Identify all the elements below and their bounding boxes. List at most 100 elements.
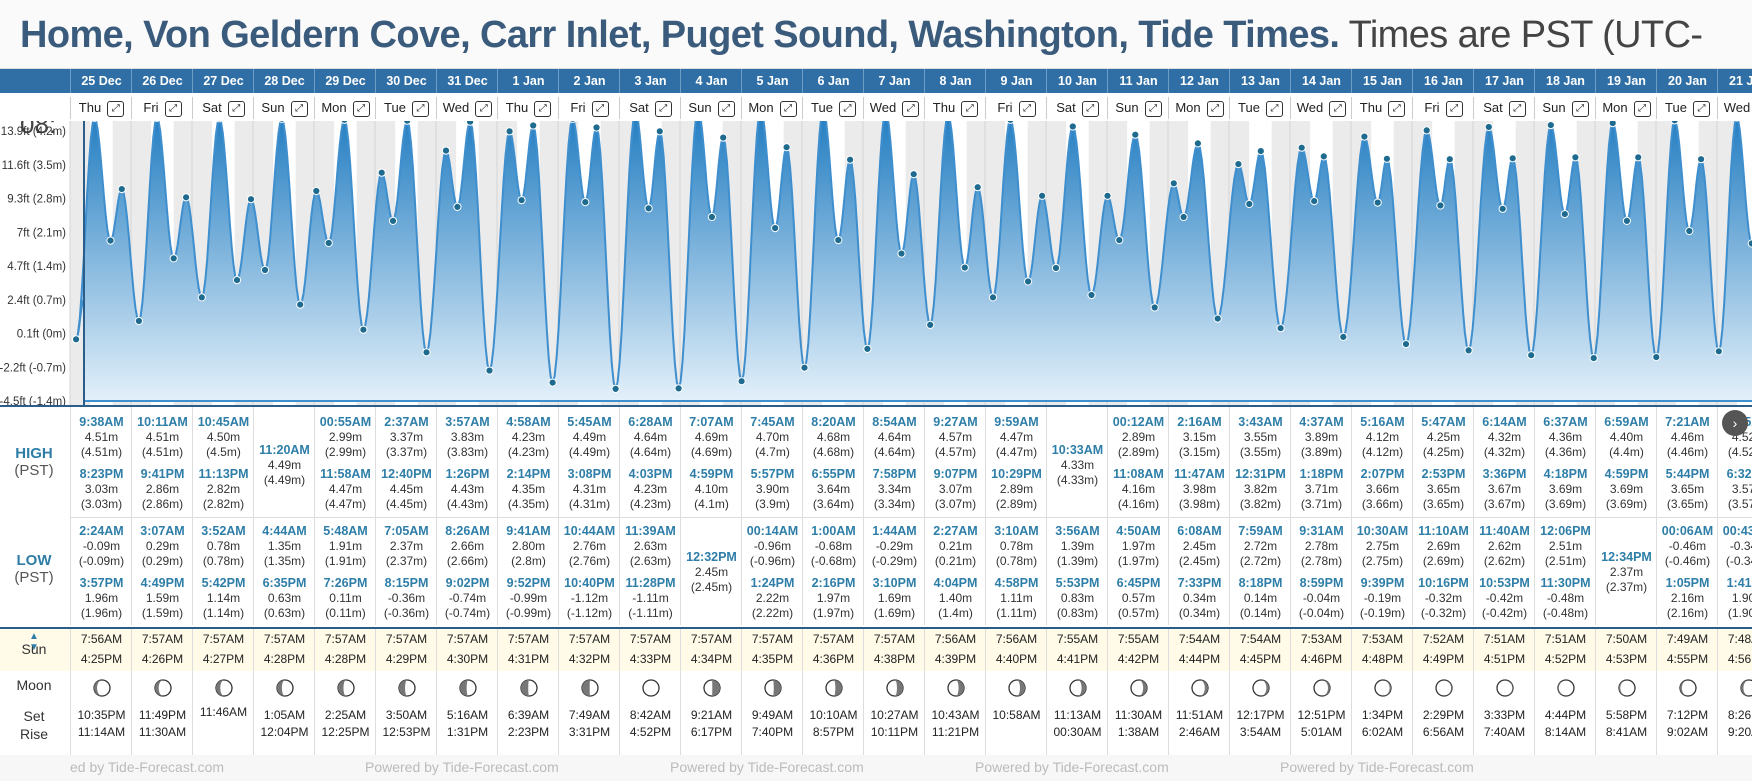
expand-day-icon[interactable]: ⤢	[1329, 100, 1347, 117]
sunrise-time: 7:53AM	[1300, 632, 1343, 646]
date-cell: 11 Jan	[1107, 69, 1169, 93]
expand-day-icon[interactable]: ⤢	[1388, 100, 1406, 117]
expand-day-icon[interactable]: ⤢	[1445, 100, 1463, 117]
expand-day-icon[interactable]: ⤢	[779, 100, 797, 117]
expand-day-icon[interactable]: ⤢	[838, 100, 856, 117]
expand-day-icon[interactable]: ⤢	[227, 100, 245, 117]
tide-height-metric: (2.86m)	[141, 497, 184, 511]
expand-day-icon[interactable]: ⤢	[534, 100, 552, 117]
high-tide-entry: 4:58AM 4.23m (4.23m)	[497, 415, 559, 460]
footer-credit[interactable]: Powered by Tide-Forecast.com	[365, 759, 559, 775]
tide-time: 3:08PM	[567, 467, 612, 481]
tide-height-metric: (0.78m)	[202, 554, 245, 568]
tide-time: 8:26AM	[445, 524, 490, 538]
tide-time: 00:55AM	[319, 415, 372, 429]
expand-day-icon[interactable]: ⤢	[1265, 100, 1283, 117]
moonrise-time: 7:40PM	[751, 725, 794, 739]
expand-day-icon[interactable]: ⤢	[1206, 100, 1224, 117]
weekday-label: Mon	[1175, 100, 1201, 115]
sunrise-time: 7:57AM	[141, 632, 184, 646]
low-tide-entry: 6:45PM 0.57m (0.57m)	[1107, 576, 1169, 621]
expand-day-icon[interactable]: ⤢	[1144, 100, 1162, 117]
moonrise-time: 2:23PM	[507, 725, 550, 739]
tide-extreme-point	[719, 133, 728, 142]
moonset-time: 10:35PM	[77, 708, 126, 722]
tide-time: 8:15PM	[384, 576, 429, 590]
expand-day-icon[interactable]: ⤢	[591, 100, 609, 117]
sunrise-time: 7:57AM	[751, 632, 794, 646]
moonrise-time: 8:41AM	[1605, 725, 1648, 739]
footer-credit[interactable]: Powered by Tide-Forecast.com	[670, 759, 864, 775]
sun-times-cell: 7:48AM 4:56PM	[1717, 629, 1752, 671]
tide-extreme-point	[800, 363, 809, 372]
expand-day-icon[interactable]: ⤢	[1633, 100, 1651, 117]
expand-day-icon[interactable]: ⤢	[1508, 100, 1526, 117]
expand-day-icon[interactable]: ⤢	[1571, 100, 1589, 117]
sunrise-time: 7:55AM	[1056, 632, 1099, 646]
expand-day-icon[interactable]: ⤢	[902, 100, 920, 117]
high-tide-entry: 4:03PM 4.23m (4.23m)	[619, 467, 681, 512]
weekday-cell: Tue ⤢	[375, 97, 437, 119]
high-tide-entry: 4:59PM 4.10m (4.1m)	[680, 467, 742, 512]
tide-height-metric: (2.63m)	[629, 554, 672, 568]
moonrise-time: 6:56AM	[1422, 725, 1465, 739]
tide-extreme-point	[1319, 152, 1328, 161]
expand-day-icon[interactable]: ⤢	[164, 100, 182, 117]
expand-day-icon[interactable]: ⤢	[961, 100, 979, 117]
footer-credit[interactable]: ed by Tide-Forecast.com	[70, 759, 225, 775]
moon-times-cell: 10:10AM 8:57PM	[802, 671, 864, 768]
tide-height-metric: (3.57m)	[1727, 497, 1752, 511]
sunset-time: 4:30PM	[446, 652, 489, 666]
tide-time: 7:33PM	[1177, 576, 1222, 590]
expand-day-icon[interactable]: ⤢	[717, 100, 735, 117]
tide-time: 4:59PM	[1604, 467, 1649, 481]
high-tide-entry: 9:07PM 3.07m (3.07m)	[924, 467, 986, 512]
sun-times-cell: 7:57AM 4:38PM	[863, 629, 925, 671]
sunset-time: 4:29PM	[385, 652, 428, 666]
low-tide-entry: 11:28PM -1.11m (-1.11m)	[619, 576, 681, 621]
tide-time: 2:14PM	[506, 467, 551, 481]
tide-height: 4.32m	[1487, 430, 1522, 444]
expand-day-icon[interactable]: ⤢	[1018, 100, 1036, 117]
high-tide-entry: 5:47AM 4.25m (4.25m)	[1412, 415, 1474, 460]
expand-day-icon[interactable]: ⤢	[290, 100, 308, 117]
high-tide-entry: 10:29PM 2.89m (2.89m)	[985, 467, 1047, 512]
tide-height-metric: (2.78m)	[1300, 554, 1343, 568]
tide-time: 3:10AM	[994, 524, 1039, 538]
weekday-label: Sat	[202, 100, 222, 115]
weekday-label: Sun	[688, 100, 712, 115]
column-divider	[436, 407, 437, 625]
tide-time: 4:59PM	[689, 467, 734, 481]
tide-height-metric: (1.39m)	[1056, 554, 1099, 568]
tide-height-metric: (1.90m)	[1727, 606, 1752, 620]
tide-height: -0.74m	[448, 591, 487, 605]
scroll-right-button[interactable]: ›	[1722, 410, 1748, 436]
moonset-time: 12:51PM	[1297, 708, 1346, 722]
tide-extreme-point	[737, 377, 746, 386]
expand-day-icon[interactable]: ⤢	[352, 100, 370, 117]
moonset-time: 8:26PM	[1727, 708, 1752, 722]
tide-height: 3.34m	[877, 482, 912, 496]
tide-time: 8:59PM	[1299, 576, 1344, 590]
tide-time: 7:59AM	[1238, 524, 1283, 538]
moonset-time: 12:17PM	[1236, 708, 1285, 722]
moon-phase-icon	[1251, 679, 1270, 697]
expand-day-icon[interactable]: ⤢	[475, 100, 493, 117]
moon-times-cell: 12:17PM 3:54AM	[1229, 671, 1291, 768]
moonrise-time: 11:46AM	[199, 705, 248, 719]
tide-extreme-point	[1179, 212, 1188, 222]
expand-day-icon[interactable]: ⤢	[1692, 100, 1710, 117]
tide-height: 1.91m	[328, 539, 363, 553]
expand-day-icon[interactable]: ⤢	[654, 100, 672, 117]
expand-day-icon[interactable]: ⤢	[1081, 100, 1099, 117]
expand-day-icon[interactable]: ⤢	[107, 100, 125, 117]
tide-time: 11:39AM	[625, 524, 676, 538]
weekday-label: Wed	[869, 100, 897, 115]
tide-extreme-point	[197, 293, 206, 302]
tide-height-metric: (1.14m)	[202, 606, 245, 620]
footer-credit[interactable]: Powered by Tide-Forecast.com	[975, 759, 1169, 775]
sunset-time: 4:33PM	[629, 652, 672, 666]
expand-day-icon[interactable]: ⤢	[411, 100, 429, 117]
footer-credit[interactable]: Powered by Tide-Forecast.com	[1280, 759, 1474, 775]
tide-height: 2.76m	[572, 539, 607, 553]
